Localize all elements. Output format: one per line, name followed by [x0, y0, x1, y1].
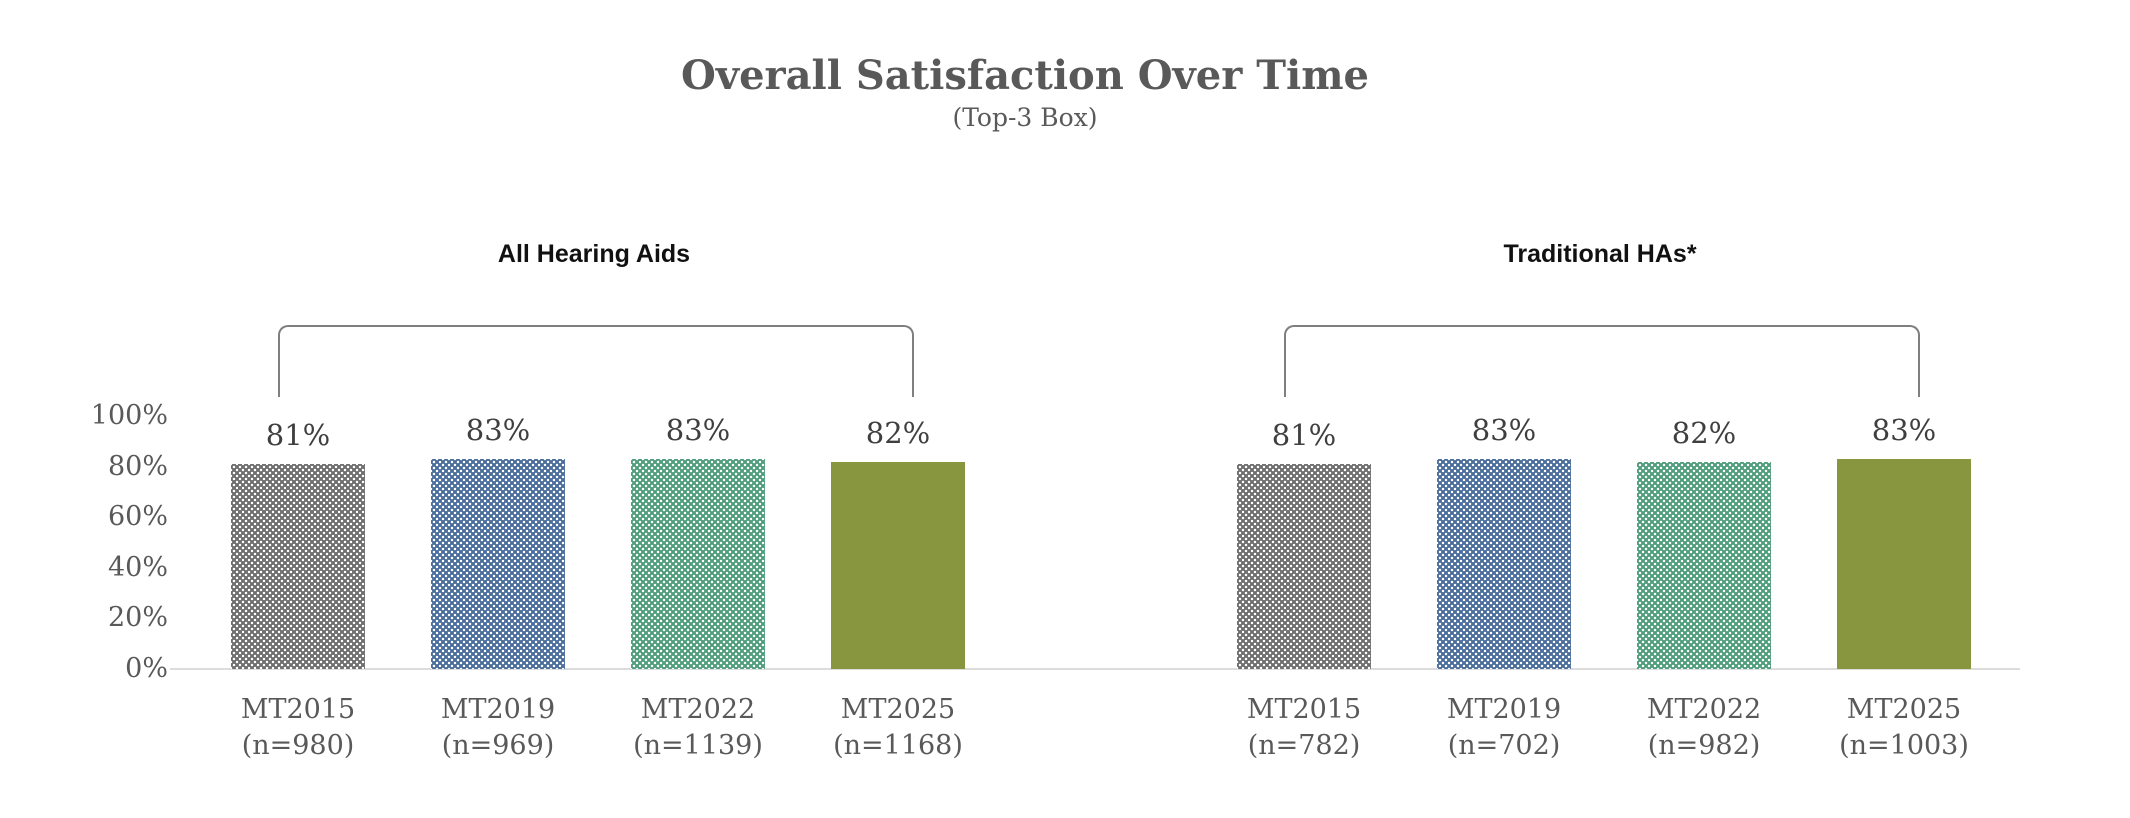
x-tick-label: MT2025 (n=1168): [833, 692, 963, 764]
bar-value-label: 81%: [1271, 418, 1337, 452]
y-tick-label: 80%: [107, 450, 168, 482]
x-tick-n: (n=1139): [633, 730, 763, 761]
group-label: Traditional HAs*: [1503, 240, 1697, 268]
x-tick-label: MT2019 (n=702): [1447, 692, 1561, 764]
x-tick-n: (n=702): [1447, 730, 1561, 761]
y-tick-label: 60%: [107, 501, 168, 533]
y-tick-label: 40%: [107, 551, 168, 583]
x-tick-n: (n=982): [1647, 730, 1761, 761]
title-block: Overall Satisfaction Over Time (Top-3 Bo…: [0, 52, 2050, 132]
bar-MT2025: [831, 462, 965, 669]
chart-title: Overall Satisfaction Over Time: [681, 52, 1369, 99]
x-tick-n: (n=782): [1247, 730, 1361, 761]
x-tick-year: MT2019: [1446, 694, 1562, 725]
x-tick-n: (n=1168): [833, 730, 963, 761]
x-tick-year: MT2015: [240, 694, 356, 725]
bar-MT2019: [1437, 459, 1571, 669]
x-tick-label: MT2025 (n=1003): [1839, 692, 1969, 764]
bar-MT2019: [431, 459, 565, 669]
bar-MT2022: [1637, 462, 1771, 669]
bar-MT2015: [1237, 464, 1371, 669]
y-tick-label: 100%: [90, 400, 168, 431]
bar-value-label: 83%: [1471, 413, 1537, 447]
bar-value-label: 83%: [465, 413, 531, 447]
x-tick-label: MT2019 (n=969): [441, 692, 555, 764]
group-bracket: [278, 325, 914, 397]
x-tick-label: MT2015 (n=782): [1247, 692, 1361, 764]
bar-value-label: 83%: [665, 413, 731, 447]
x-tick-label: MT2022 (n=982): [1647, 692, 1761, 764]
y-tick-label: 0%: [125, 653, 168, 684]
x-tick-label: MT2022 (n=1139): [633, 692, 763, 764]
x-tick-year: MT2019: [440, 694, 556, 725]
x-tick-year: MT2022: [640, 694, 756, 725]
y-tick-label: 20%: [107, 602, 168, 634]
x-tick-n: (n=969): [441, 730, 555, 761]
bar-MT2015: [231, 464, 365, 669]
bar-value-label: 82%: [865, 416, 931, 450]
x-tick-year: MT2022: [1646, 694, 1762, 725]
x-tick-year: MT2025: [840, 694, 956, 725]
chart-subtitle: (Top-3 Box): [952, 103, 1098, 132]
x-tick-label: MT2015 (n=980): [241, 692, 355, 764]
x-axis-line: [170, 668, 2020, 670]
group-label: All Hearing Aids: [497, 240, 691, 268]
bar-MT2025: [1837, 459, 1971, 669]
x-tick-year: MT2015: [1246, 694, 1362, 725]
x-tick-n: (n=1003): [1839, 730, 1969, 761]
bar-value-label: 83%: [1871, 413, 1937, 447]
x-tick-n: (n=980): [241, 730, 355, 761]
group-bracket: [1284, 325, 1920, 397]
bar-value-label: 81%: [265, 418, 331, 452]
bar-MT2022: [631, 459, 765, 669]
bar-value-label: 82%: [1671, 416, 1737, 450]
x-tick-year: MT2025: [1846, 694, 1962, 725]
